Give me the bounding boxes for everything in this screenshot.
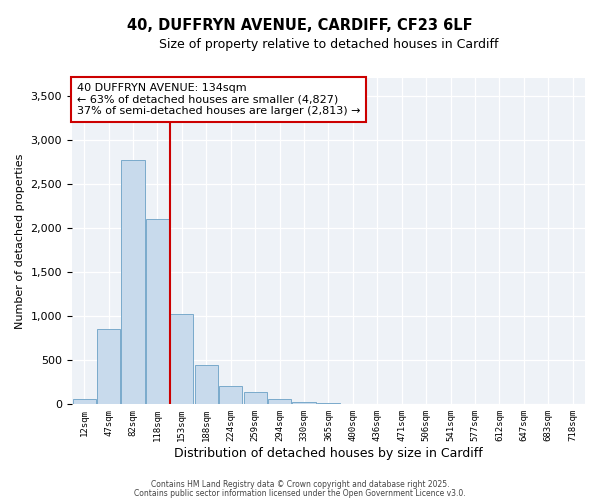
Bar [268,399,291,404]
X-axis label: Distribution of detached houses by size in Cardiff: Distribution of detached houses by size … [174,447,483,460]
Text: Contains public sector information licensed under the Open Government Licence v3: Contains public sector information licen… [134,488,466,498]
Y-axis label: Number of detached properties: Number of detached properties [15,154,25,329]
Title: Size of property relative to detached houses in Cardiff: Size of property relative to detached ho… [159,38,498,51]
Bar [121,160,145,404]
Bar [73,399,96,404]
Bar [146,219,169,404]
Bar [194,364,218,405]
Bar [219,386,242,404]
Bar [292,402,316,404]
Bar [244,392,267,404]
Text: 40 DUFFRYN AVENUE: 134sqm
← 63% of detached houses are smaller (4,827)
37% of se: 40 DUFFRYN AVENUE: 134sqm ← 63% of detac… [77,83,361,116]
Bar [97,330,120,404]
Text: Contains HM Land Registry data © Crown copyright and database right 2025.: Contains HM Land Registry data © Crown c… [151,480,449,489]
Text: 40, DUFFRYN AVENUE, CARDIFF, CF23 6LF: 40, DUFFRYN AVENUE, CARDIFF, CF23 6LF [127,18,473,32]
Bar [170,314,193,404]
